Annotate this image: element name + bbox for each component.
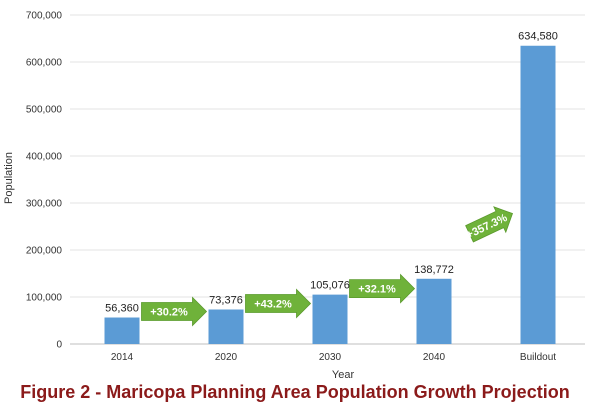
- labels: 0 100,000 200,000 300,000 400,000 500,000 600,…: [26, 11, 558, 364]
- growth-arrow: +43.2%: [245, 288, 312, 319]
- y-tick-label: 100,000: [26, 293, 63, 304]
- data-label: 138,772: [414, 264, 454, 276]
- bar-buildout: [520, 45, 556, 344]
- arrow-shape: [465, 206, 514, 243]
- data-label: 634,580: [518, 31, 558, 43]
- growth-label: +30.2%: [150, 307, 188, 319]
- growth-arrow: +30.2%: [141, 296, 208, 327]
- x-tick-label: Buildout: [520, 352, 556, 363]
- y-tick-label: 500,000: [26, 105, 63, 116]
- y-tick-label: 400,000: [26, 152, 63, 163]
- data-label: 105,076: [310, 280, 350, 292]
- bar-2020: [208, 309, 244, 344]
- figure-caption: Figure 2 - Maricopa Planning Area Popula…: [20, 382, 570, 402]
- growth-arrows: +30.2% +43.2% +32.1% +357.3%: [141, 206, 514, 327]
- data-label: 56,360: [105, 303, 139, 315]
- x-tick-label: 2020: [215, 352, 238, 363]
- y-tick-label: 300,000: [26, 199, 63, 210]
- y-tick-label: 600,000: [26, 58, 63, 69]
- y-tick-label: 200,000: [26, 246, 63, 257]
- growth-label: +43.2%: [254, 299, 292, 311]
- bar-2040: [416, 278, 452, 344]
- y-tick-label: 700,000: [26, 11, 63, 22]
- growth-arrow: +357.3%: [465, 206, 514, 243]
- x-tick-label: 2030: [319, 352, 342, 363]
- x-tick-label: 2040: [423, 352, 446, 363]
- growth-arrow: +32.1%: [349, 273, 416, 304]
- gridlines: [70, 14, 585, 345]
- x-tick-label: 2014: [111, 352, 134, 363]
- bar-2030: [312, 294, 348, 344]
- arrow-shape: [141, 296, 208, 327]
- growth-label: +32.1%: [358, 284, 396, 296]
- arrow-shape: [245, 288, 312, 319]
- bar-2014: [104, 317, 140, 344]
- x-axis-label: Year: [332, 369, 355, 381]
- bars: [104, 45, 556, 344]
- arrow-shape: [349, 273, 416, 304]
- y-tick-label: 0: [56, 340, 62, 351]
- data-label: 73,376: [209, 295, 243, 307]
- y-axis-label: Population: [3, 152, 15, 204]
